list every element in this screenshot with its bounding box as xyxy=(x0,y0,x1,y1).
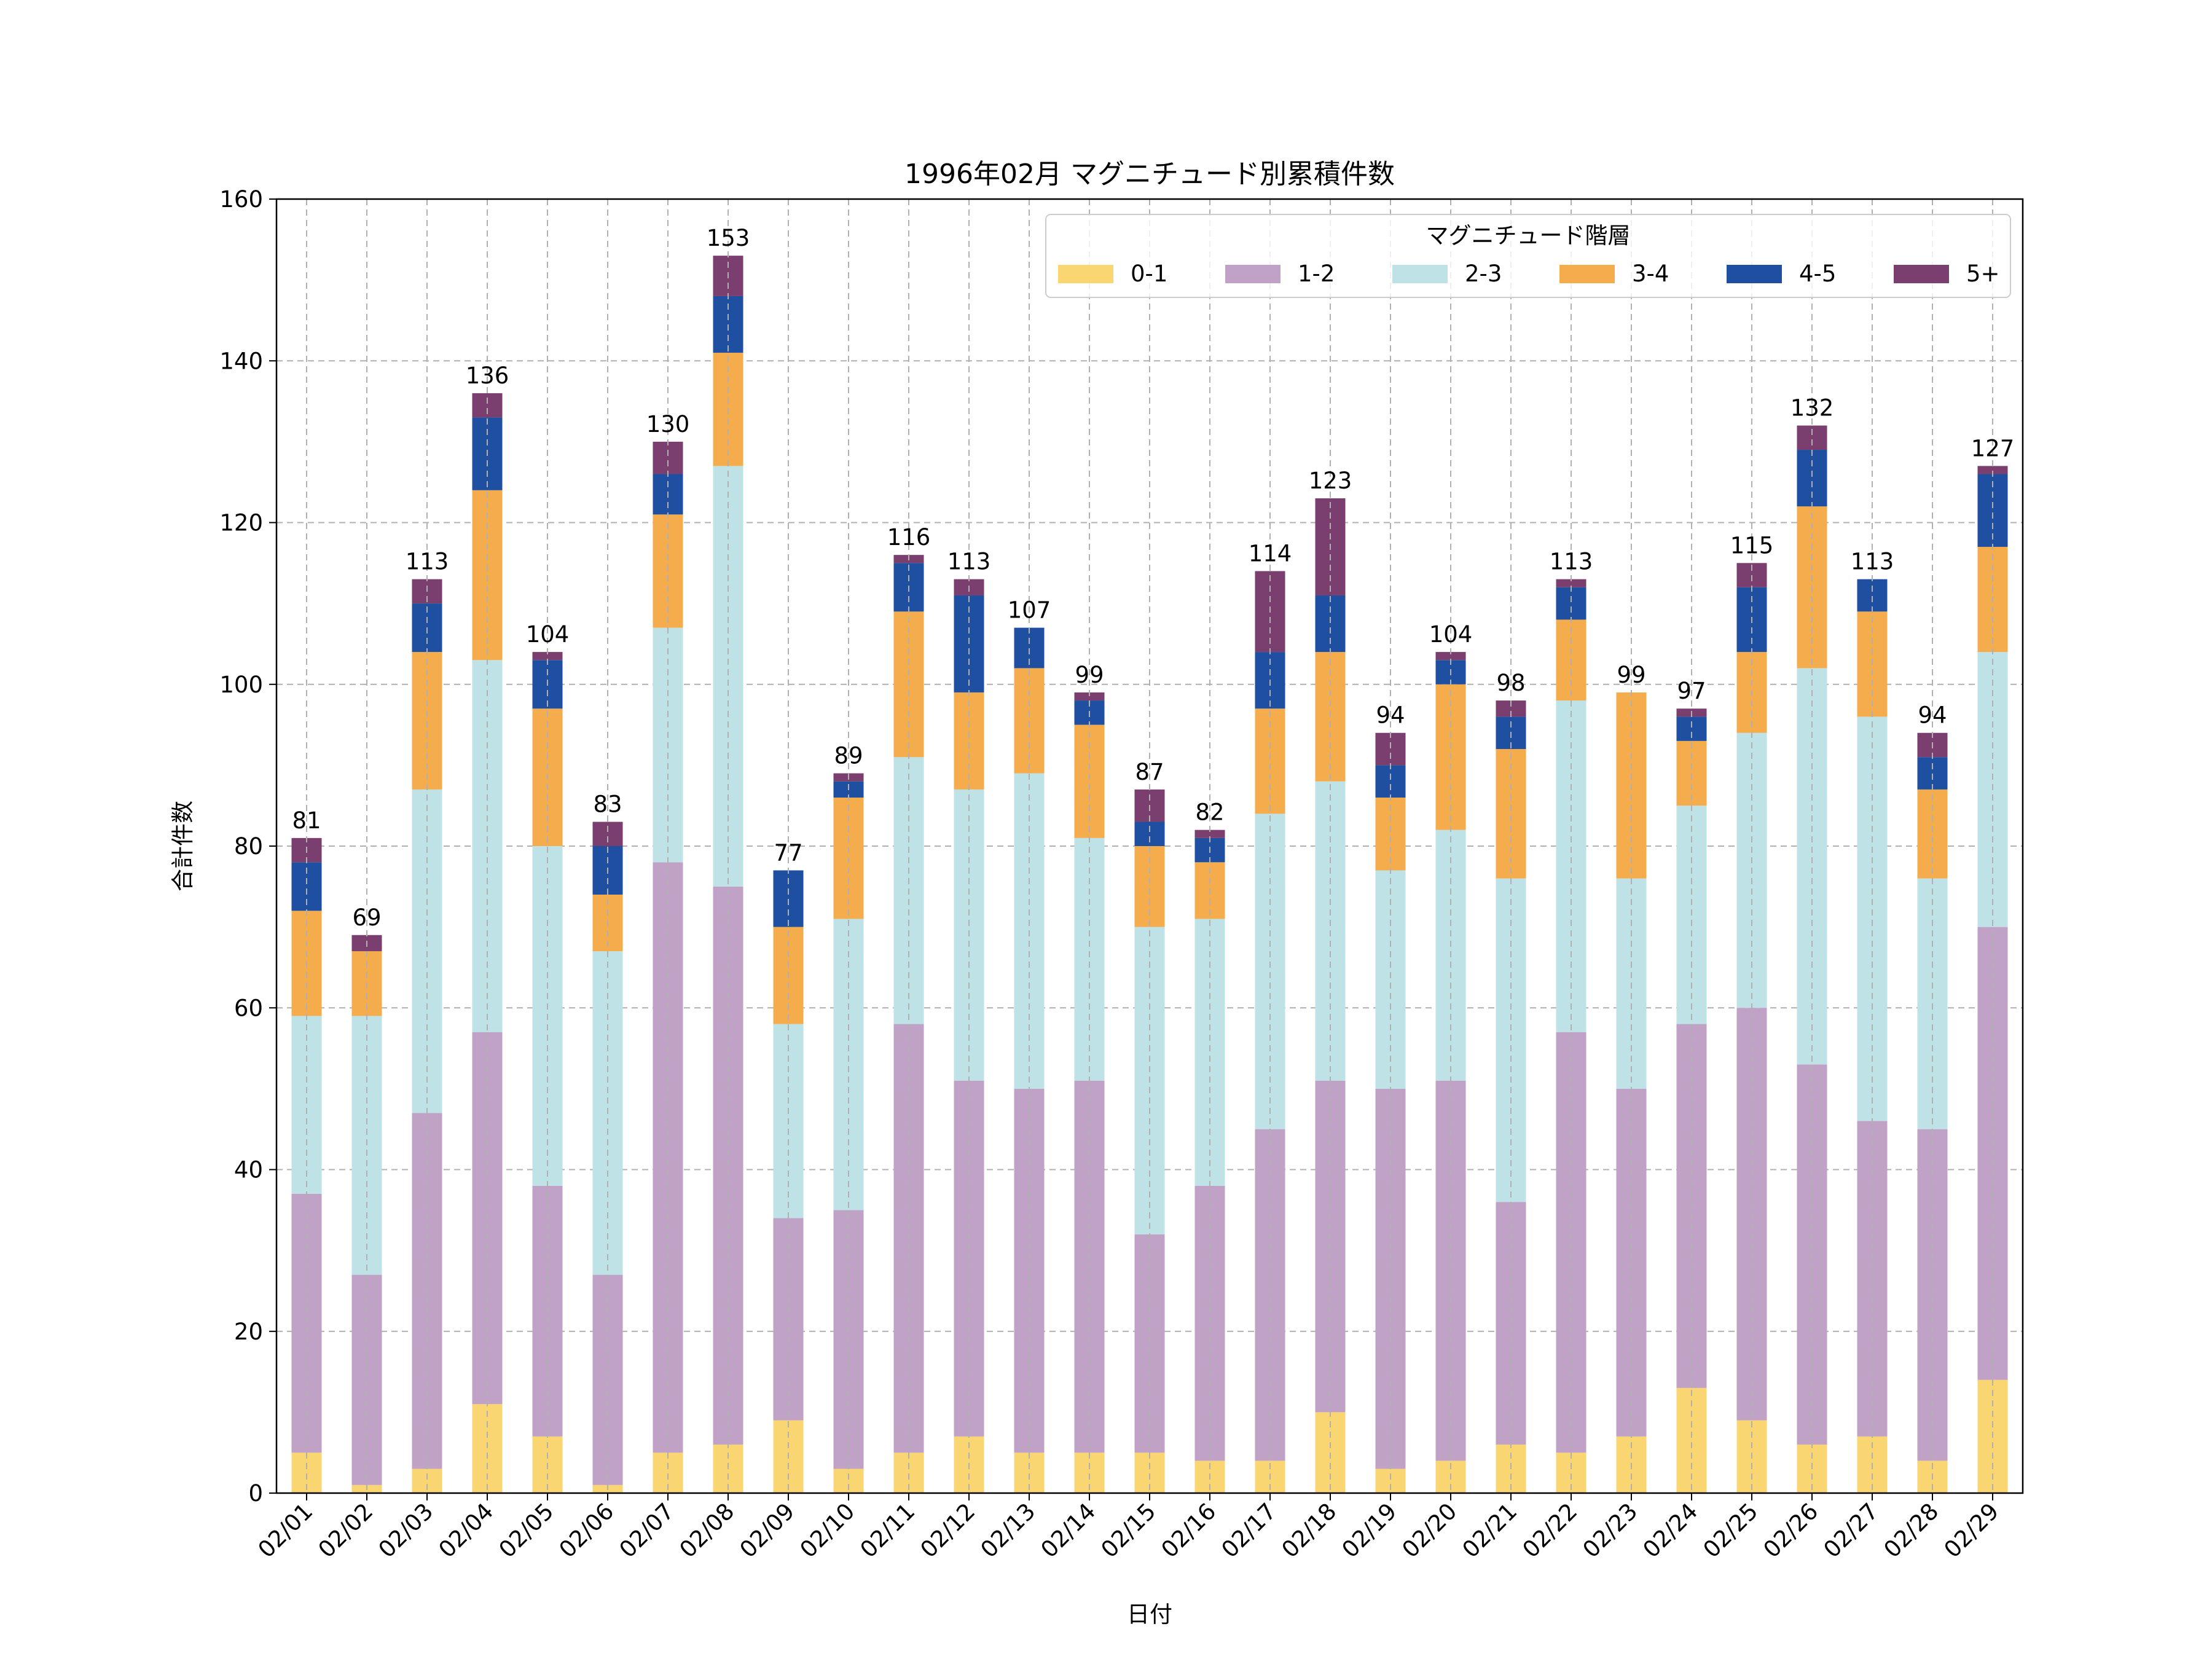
bar-segment-5+ xyxy=(1435,652,1466,661)
total-labels: 81 69 113 136 104 83 130 153 77 89 116 113 107 99 87 82… xyxy=(292,225,2014,931)
total-label: 94 xyxy=(1376,702,1405,729)
legend-swatch-1-2 xyxy=(1225,265,1281,283)
total-label: 69 xyxy=(352,904,381,931)
y-tick-label: 60 xyxy=(234,995,263,1021)
total-label: 99 xyxy=(1617,662,1645,688)
total-label: 116 xyxy=(887,524,931,551)
bar-segment-5+ xyxy=(653,441,683,474)
bar-segment-3-4 xyxy=(954,692,984,790)
total-label: 113 xyxy=(947,549,991,575)
bar-segment-2-3 xyxy=(1375,870,1406,1089)
total-label: 113 xyxy=(406,549,449,575)
y-axis-label: 合計件数 xyxy=(170,801,196,892)
bar-segment-1-2 xyxy=(653,862,683,1453)
legend-swatch-4-5 xyxy=(1727,265,1782,283)
y-tick-label: 0 xyxy=(248,1480,263,1507)
legend-items: 0-1 1-2 2-3 3-4 4-5 5+ xyxy=(1058,261,2000,287)
y-tick-label: 160 xyxy=(219,186,263,213)
total-label: 153 xyxy=(707,225,750,251)
legend-label-5+: 5+ xyxy=(1966,261,2000,287)
bar-segment-2-3 xyxy=(1556,700,1586,1032)
total-label: 113 xyxy=(1851,549,1894,575)
total-label: 99 xyxy=(1075,662,1104,688)
bar-segment-0-1 xyxy=(472,1404,503,1493)
total-label: 97 xyxy=(1677,678,1706,704)
legend-label-2-3: 2-3 xyxy=(1465,261,1502,287)
total-label: 115 xyxy=(1730,532,1774,559)
bar-segment-5+ xyxy=(1194,830,1225,838)
total-label: 83 xyxy=(593,791,622,818)
legend-label-1-2: 1-2 xyxy=(1298,261,1335,287)
total-label: 104 xyxy=(526,621,570,648)
y-tick-label: 120 xyxy=(219,510,263,536)
y-tick-label: 20 xyxy=(234,1319,263,1345)
total-label: 113 xyxy=(1550,549,1593,575)
total-label: 94 xyxy=(1918,702,1947,729)
legend-swatch-0-1 xyxy=(1058,265,1113,283)
chart-title: 1996年02月 マグニチュード別累積件数 xyxy=(904,159,1395,190)
legend-label-4-5: 4-5 xyxy=(1799,261,1836,287)
legend-label-0-1: 0-1 xyxy=(1131,261,1167,287)
bar-segment-4-5 xyxy=(1797,450,1827,507)
legend: マグニチュード階層 0-1 1-2 2-3 3-4 4-5 5+ xyxy=(1045,214,2011,298)
bar-segment-5+ xyxy=(1556,579,1586,587)
bar-segment-3-4 xyxy=(1917,789,1948,879)
y-tick-label: 40 xyxy=(234,1157,263,1183)
y-tick-label: 80 xyxy=(234,833,263,860)
legend-title: マグニチュード階層 xyxy=(1426,222,1631,249)
total-label: 98 xyxy=(1496,670,1525,696)
total-label: 89 xyxy=(834,743,863,769)
bar-segment-5+ xyxy=(532,652,563,661)
bar-segment-4-5 xyxy=(1375,765,1406,798)
bar-segment-4-5 xyxy=(1857,579,1888,612)
bar-segment-2-3 xyxy=(1074,837,1105,1081)
total-label: 87 xyxy=(1135,759,1164,785)
total-label: 130 xyxy=(646,411,690,437)
bar-segment-4-5 xyxy=(1134,822,1165,846)
total-label: 132 xyxy=(1790,395,1834,422)
x-axis-label: 日付 xyxy=(1127,1601,1172,1628)
bar-segment-5+ xyxy=(1977,466,2008,474)
legend-label-3-4: 3-4 xyxy=(1632,261,1669,287)
bar-segment-2-3 xyxy=(291,1016,322,1194)
vertical-gridlines xyxy=(306,199,1993,1493)
legend-swatch-2-3 xyxy=(1392,265,1448,283)
legend-swatch-5+ xyxy=(1894,265,1949,283)
bar-segment-5+ xyxy=(592,822,623,846)
bar-segment-1-2 xyxy=(1556,1032,1586,1453)
total-label: 82 xyxy=(1195,799,1224,826)
total-label: 81 xyxy=(292,807,321,834)
bar-segment-2-3 xyxy=(713,466,743,887)
total-label: 107 xyxy=(1008,597,1051,624)
bar-segment-3-4 xyxy=(1496,749,1526,879)
bar-segment-2-3 xyxy=(1194,919,1225,1186)
y-tick-label: 140 xyxy=(219,348,263,374)
legend-swatch-3-4 xyxy=(1559,265,1615,283)
total-label: 136 xyxy=(466,363,509,389)
y-tick-label: 100 xyxy=(219,672,263,698)
bar-segment-4-5 xyxy=(1556,587,1586,620)
total-label: 77 xyxy=(774,839,802,866)
total-label: 123 xyxy=(1309,468,1352,494)
bar-segment-1-2 xyxy=(1616,1088,1647,1437)
bar-segment-5+ xyxy=(1375,732,1406,766)
total-label: 127 xyxy=(1971,435,2015,461)
y-axis: 0 20 40 60 80 100 120 140 160 xyxy=(219,186,276,1507)
total-label: 114 xyxy=(1249,540,1292,567)
total-label: 104 xyxy=(1429,621,1473,648)
bar-segment-5+ xyxy=(1074,692,1105,701)
